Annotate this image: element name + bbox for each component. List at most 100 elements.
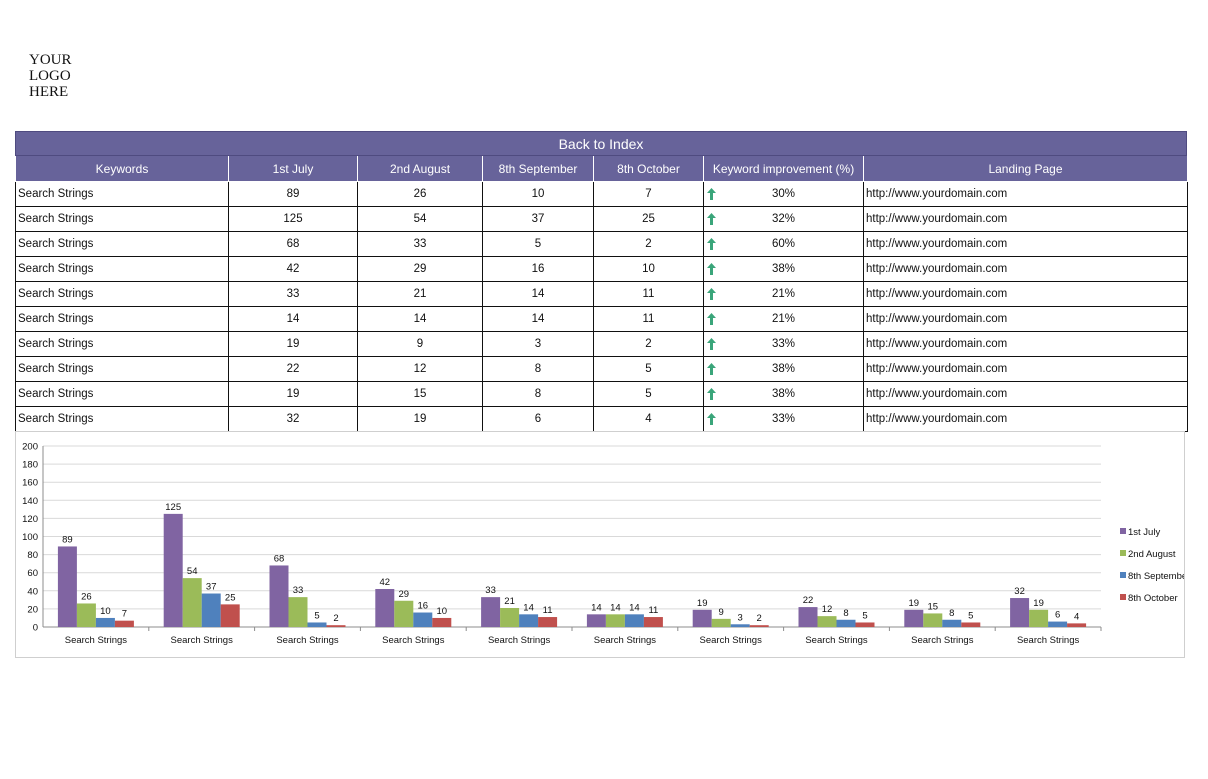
back-to-index-link[interactable]: Back to Index	[15, 131, 1187, 156]
y-tick-label: 200	[22, 442, 38, 453]
landing-page-cell[interactable]: http://www.yourdomain.com	[863, 331, 1188, 357]
data-label: 19	[909, 598, 920, 609]
september-value-cell: 6	[482, 406, 594, 432]
bar	[326, 625, 346, 627]
bar	[432, 617, 452, 627]
up-arrow-icon	[707, 363, 716, 375]
data-label: 3	[738, 612, 743, 623]
improvement-value: 60%	[771, 238, 796, 250]
x-tick-label: Search Strings	[911, 635, 974, 646]
october-value-cell: 10	[593, 256, 704, 282]
august-value-cell: 14	[357, 306, 483, 332]
august-value-cell: 33	[357, 231, 483, 257]
september-value-cell: 37	[482, 206, 594, 232]
data-label: 19	[697, 598, 708, 609]
bar	[605, 614, 625, 627]
data-label: 26	[81, 591, 92, 602]
table-row: Search Strings 19 9 3 2 33% http://www.yourdom…	[15, 331, 1188, 357]
september-value-cell: 14	[482, 306, 594, 332]
bar	[57, 546, 77, 627]
landing-page-cell[interactable]: http://www.yourdomain.com	[863, 181, 1188, 207]
table-row: Search Strings 42 29 16 10 38% http://www.your…	[15, 256, 1188, 282]
bar	[394, 600, 414, 627]
july-value-cell: 89	[228, 181, 358, 207]
data-label: 29	[399, 589, 410, 600]
logo-line: LOGO	[29, 68, 71, 84]
july-value-cell: 42	[228, 256, 358, 282]
improvement-cell: 60%	[703, 231, 864, 257]
data-label: 125	[165, 502, 181, 513]
landing-page-cell[interactable]: http://www.yourdomain.com	[863, 381, 1188, 407]
keyword-chart: 0 20 40 60 80 100 120 140 160 180 200 89 26 10 7 Search…	[15, 431, 1190, 658]
improvement-cell: 38%	[703, 381, 864, 407]
data-label: 7	[122, 609, 127, 620]
x-tick-label: Search Strings	[65, 635, 128, 646]
landing-page-cell[interactable]: http://www.yourdomain.com	[863, 256, 1188, 282]
legend-entry: 8th September	[1128, 571, 1184, 582]
bar	[961, 622, 981, 627]
improvement-cell: 30%	[703, 181, 864, 207]
bar	[836, 619, 856, 627]
improvement-cell: 33%	[703, 406, 864, 432]
bar	[1010, 598, 1030, 627]
landing-page-cell[interactable]: http://www.yourdomain.com	[863, 306, 1188, 332]
data-label: 89	[62, 534, 73, 545]
data-label: 33	[293, 585, 304, 596]
keyword-cell: Search Strings	[15, 306, 229, 332]
y-tick-label: 100	[22, 532, 38, 543]
data-label: 25	[225, 592, 236, 603]
y-tick-label: 0	[33, 623, 38, 634]
improvement-cell: 32%	[703, 206, 864, 232]
data-label: 10	[100, 606, 111, 617]
data-label: 8	[843, 608, 848, 619]
landing-page-cell[interactable]: http://www.yourdomain.com	[863, 406, 1188, 432]
data-label: 21	[504, 596, 515, 607]
improvement-cell: 38%	[703, 256, 864, 282]
data-label: 68	[274, 553, 285, 564]
september-value-cell: 14	[482, 281, 594, 307]
august-value-cell: 9	[357, 331, 483, 357]
landing-page-cell[interactable]: http://www.yourdomain.com	[863, 281, 1188, 307]
table-row: Search Strings 22 12 8 5 38% http://www.yourdo…	[15, 356, 1188, 382]
bar	[538, 617, 558, 627]
landing-page-cell[interactable]: http://www.yourdomain.com	[863, 356, 1188, 382]
data-label: 11	[648, 605, 658, 616]
data-label: 33	[485, 585, 496, 596]
july-value-cell: 19	[228, 331, 358, 357]
table-row: Search Strings 33 21 14 11 21% http://www.your…	[15, 281, 1188, 307]
improvement-value: 38%	[771, 388, 796, 400]
legend-entry: 1st July	[1128, 527, 1160, 538]
bar	[749, 625, 769, 627]
bar	[692, 609, 712, 627]
august-value-cell: 26	[357, 181, 483, 207]
improvement-cell: 21%	[703, 306, 864, 332]
landing-page-cell[interactable]: http://www.yourdomain.com	[863, 231, 1188, 257]
landing-page-cell[interactable]: http://www.yourdomain.com	[863, 206, 1188, 232]
improvement-value: 33%	[771, 413, 796, 425]
y-tick-label: 40	[27, 586, 38, 597]
data-label: 37	[206, 582, 217, 593]
keyword-table: Keywords 1st July 2nd August 8th Septemb…	[15, 156, 1188, 432]
up-arrow-icon	[707, 388, 716, 400]
keyword-cell: Search Strings	[15, 231, 229, 257]
bar	[1067, 623, 1087, 627]
improvement-value: 21%	[771, 313, 796, 325]
october-value-cell: 7	[593, 181, 704, 207]
data-label: 14	[629, 602, 640, 613]
bar	[1048, 621, 1068, 627]
bar	[413, 612, 433, 627]
x-tick-label: Search Strings	[488, 635, 551, 646]
keyword-cell: Search Strings	[15, 281, 229, 307]
october-value-cell: 2	[593, 231, 704, 257]
y-tick-label: 180	[22, 460, 38, 471]
august-value-cell: 15	[357, 381, 483, 407]
up-arrow-icon	[707, 338, 716, 350]
logo: YOUR LOGO HERE	[29, 52, 89, 100]
bar	[711, 618, 731, 627]
bar	[114, 620, 134, 627]
x-tick-label: Search Strings	[1017, 635, 1080, 646]
x-tick-label: Search Strings	[171, 635, 234, 646]
y-tick-label: 20	[27, 604, 38, 615]
data-label: 14	[591, 602, 602, 613]
